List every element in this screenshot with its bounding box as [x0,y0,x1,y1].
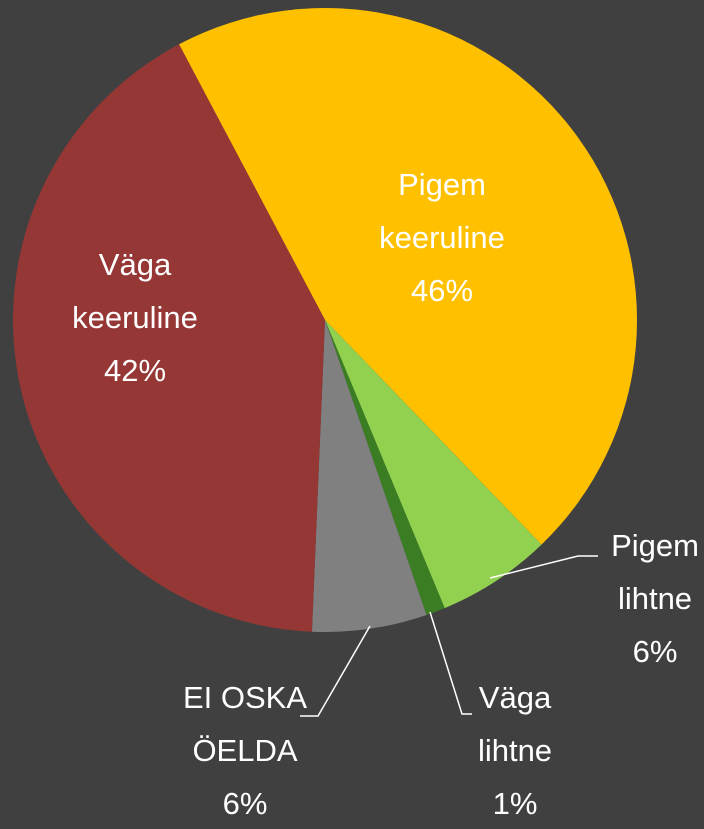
label-line: Väga [479,680,552,715]
slice-label: EI OSKA ÖELDA [183,680,307,768]
leader-line [300,625,371,717]
pie-slice [13,44,325,632]
pie-slice [325,320,445,616]
value-label: 6% [633,634,678,669]
label-line: Pigem [398,167,486,202]
label-line: lihtne [618,581,692,616]
leader-line [429,611,472,715]
slice-label: Väga keeruline [72,247,198,335]
label-line: lihtne [478,733,552,768]
pie-slice [179,8,637,545]
slice-label: Pigem lihtne [611,528,699,616]
label-line: Väga [99,247,172,282]
value-label: 6% [223,786,268,821]
value-label: 1% [493,786,538,821]
slice-label: Pigem keeruline [379,167,505,255]
label-line: keeruline [379,220,505,255]
label-line: EI OSKA [183,680,307,715]
pie-slice [325,320,542,609]
value-label: 42% [104,353,166,388]
value-label: 46% [411,273,473,308]
label-line: keeruline [72,300,198,335]
label-line: Pigem [611,528,699,563]
slice-label: Väga lihtne [478,680,552,768]
label-line: ÖELDA [192,733,297,768]
pie-slice [311,320,427,632]
leader-line [489,555,598,579]
